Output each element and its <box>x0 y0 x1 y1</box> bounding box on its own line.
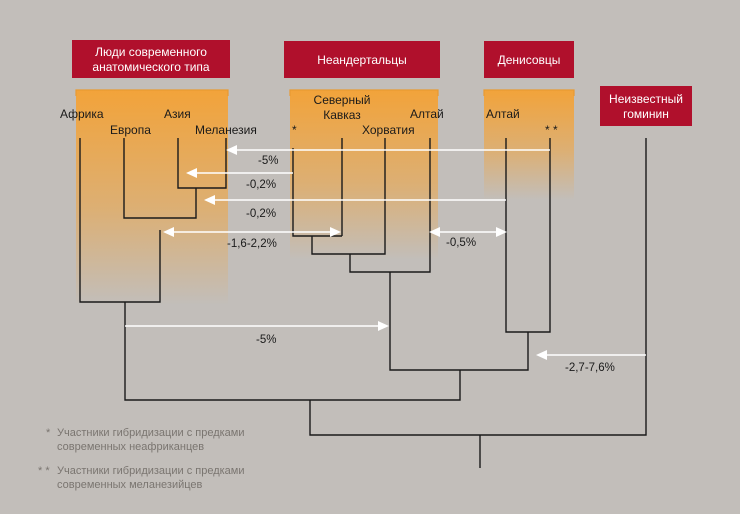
flow-label-2: -0,2% <box>246 179 276 191</box>
unknown-hominin-header <box>600 86 692 126</box>
leaf-north-caucasus-line2: Кавказ <box>323 108 361 122</box>
legend-note1-line2: современных неафриканцев <box>57 441 204 453</box>
denisovan-label: Денисовцы <box>498 53 561 67</box>
leaf-north-caucasus-line1: Северный <box>314 93 371 107</box>
modern-humans-label-line1: Люди современного <box>95 45 207 59</box>
gene-flow-arrows <box>125 145 646 360</box>
leaf-denisovan-stars: * * <box>545 123 558 137</box>
flow-arrow-2-head <box>186 168 197 178</box>
flow-arrow-4-right-head <box>330 227 341 237</box>
flow-arrow-6-head <box>378 321 389 331</box>
legend-note2-line2: современных меланезийцев <box>57 479 203 491</box>
flow-arrow-3-head <box>204 195 215 205</box>
group-brackets <box>75 89 575 96</box>
flow-arrow-4-left-head <box>163 227 174 237</box>
leaf-neanderthal-star: * <box>292 123 297 137</box>
legend-note1-line1: Участники гибридизации с предками <box>57 427 245 439</box>
denisovan-header <box>484 41 574 78</box>
flow-arrow-7-head <box>536 350 547 360</box>
flow-label-7: -2,7-7,6% <box>565 362 615 374</box>
flow-label-3: -0,2% <box>246 208 276 220</box>
denisovan-region <box>484 90 574 200</box>
unknown-hominin-label-line1: Неизвестный <box>609 92 683 106</box>
phylogenetic-tree <box>79 138 647 468</box>
legend-note2-mark: * * <box>38 465 50 477</box>
modern-humans-region <box>76 90 228 305</box>
flow-arrow-5-left-head <box>429 227 440 237</box>
legend: * Участники гибридизации с предками совр… <box>38 427 245 491</box>
unknown-hominin-label-line2: гоминин <box>623 107 669 121</box>
flow-label-6: -5% <box>256 334 276 346</box>
neanderthal-label: Неандертальцы <box>317 53 407 67</box>
leaf-neanderthal-altai: Алтай <box>410 107 444 121</box>
flow-label-5: -0,5% <box>446 237 476 249</box>
neanderthal-header <box>284 41 440 78</box>
leaf-melanesia: Меланезия <box>195 123 257 137</box>
leaf-croatia: Хорватия <box>362 123 415 137</box>
flow-arrow-1-head <box>226 145 237 155</box>
legend-note2-line1: Участники гибридизации с предками <box>57 465 245 477</box>
leaf-asia: Азия <box>164 107 191 121</box>
modern-humans-label-line2: анатомического типа <box>92 60 210 74</box>
leaf-africa: Африка <box>60 107 104 121</box>
leaf-europe: Европа <box>110 123 151 137</box>
flow-label-4: -1,6-2,2% <box>227 238 277 250</box>
flow-arrow-5-right-head <box>496 227 507 237</box>
leaf-denisovan-altai: Алтай <box>486 107 520 121</box>
legend-note1-mark: * <box>46 427 51 439</box>
modern-humans-header <box>72 40 230 78</box>
flow-label-1: -5% <box>258 155 278 167</box>
